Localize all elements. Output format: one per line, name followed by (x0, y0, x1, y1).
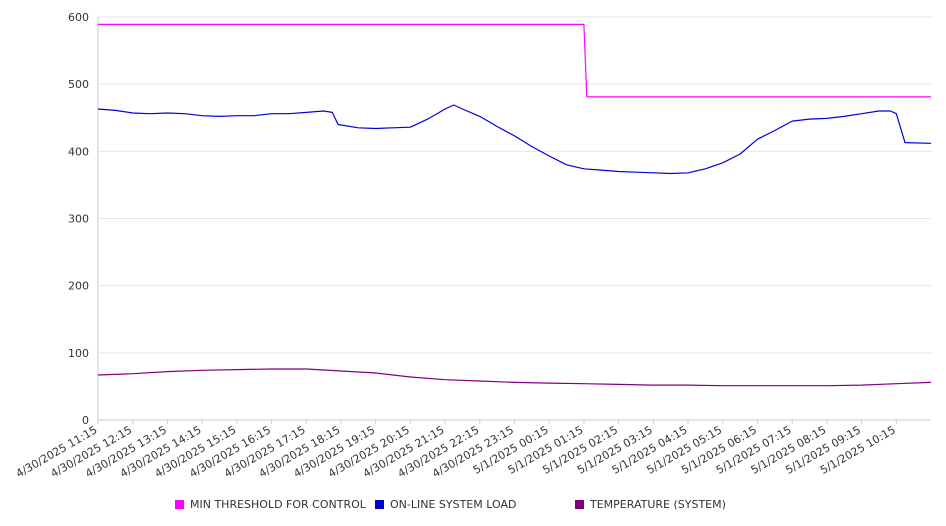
y-tick-label: 600 (68, 11, 89, 24)
y-tick-label: 300 (68, 213, 89, 226)
grid-lines (98, 16, 931, 421)
axes (97, 17, 931, 424)
series-line-min-threshold (98, 23, 931, 98)
x-tick-labels: 4/30/2025 11:154/30/2025 12:154/30/2025 … (14, 423, 898, 480)
legend-label-temperature: TEMPERATURE (SYSTEM) (590, 498, 726, 511)
y-tick-label: 200 (68, 280, 89, 293)
series-line-system-load (97, 104, 932, 175)
series-line-temperature (97, 368, 932, 387)
y-tick-label: 100 (68, 347, 89, 360)
legend-item-min-threshold[interactable]: MIN THRESHOLD FOR CONTROL (175, 498, 366, 511)
legend-item-system-load[interactable]: ON-LINE SYSTEM LOAD (375, 498, 516, 511)
legend-label-system-load: ON-LINE SYSTEM LOAD (390, 498, 517, 511)
legend-swatch-temperature (575, 500, 584, 509)
y-tick-label: 0 (82, 414, 89, 427)
y-tick-label: 500 (68, 78, 89, 91)
legend-label-min-threshold: MIN THRESHOLD FOR CONTROL (190, 498, 366, 511)
legend-swatch-min-threshold (175, 500, 184, 509)
y-tick-label: 400 (68, 145, 89, 158)
y-tick-labels: 0 100 200 300 400 500 600 (68, 11, 89, 427)
legend-swatch-system-load (375, 500, 384, 509)
series-lines (97, 23, 932, 387)
legend: MIN THRESHOLD FOR CONTROL ON-LINE SYSTEM… (0, 498, 946, 514)
legend-item-temperature[interactable]: TEMPERATURE (SYSTEM) (575, 498, 726, 511)
